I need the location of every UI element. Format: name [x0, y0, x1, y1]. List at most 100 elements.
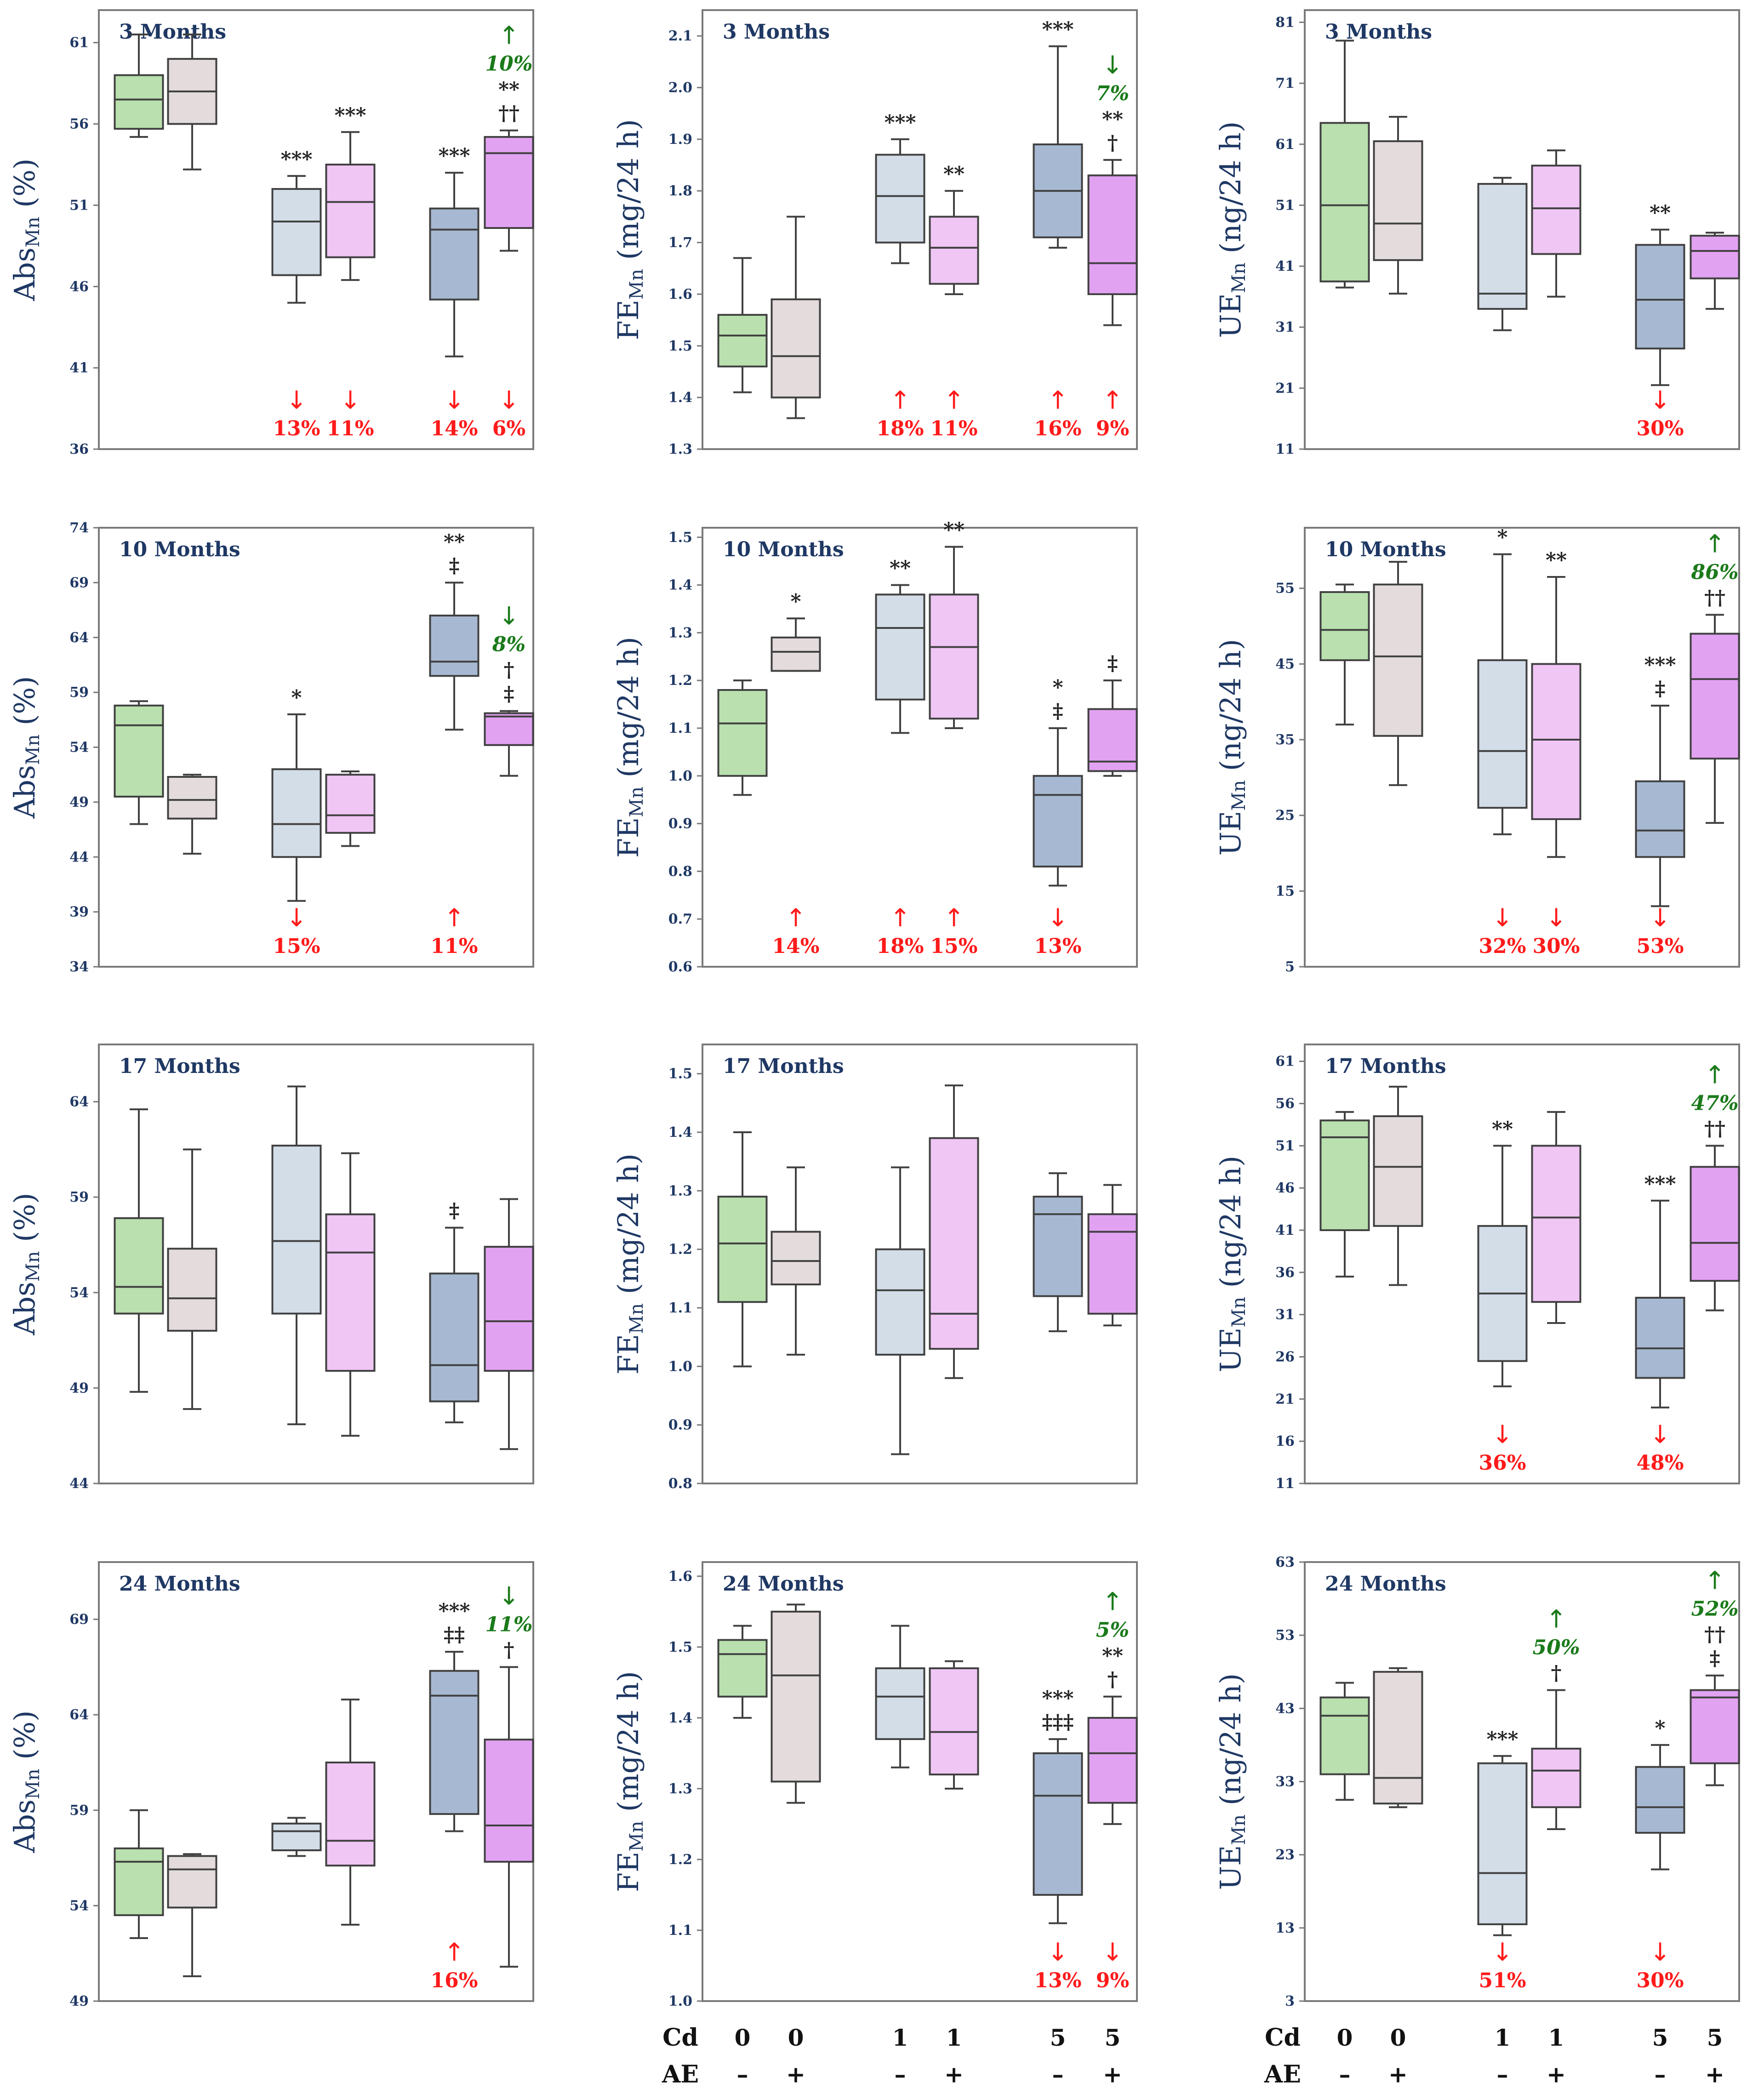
box-group-3: * ↓ 32%: [1477, 526, 1528, 958]
y-tick-label: 53: [1275, 1627, 1295, 1643]
y-tick-label: 1.5: [668, 338, 692, 354]
y-tick-label: 55: [1275, 581, 1295, 597]
box-group-3: [271, 1085, 322, 1426]
y-tick-label: 56: [1275, 1096, 1295, 1112]
box: [929, 1667, 979, 1776]
y-tick-label: 61: [69, 35, 89, 51]
significance-mark: ‡: [449, 554, 459, 577]
y-tick-label: 1.6: [668, 286, 692, 302]
y-tick-label: 1.2: [668, 673, 692, 689]
significance-mark: ‡: [449, 1199, 459, 1223]
box: [1087, 174, 1138, 295]
box-group-6: [484, 1198, 534, 1450]
y-tick-label: 39: [69, 904, 89, 920]
box: [1033, 1752, 1083, 1896]
box: [1319, 122, 1370, 283]
box-group-2: [771, 216, 821, 419]
box-group-4: [1531, 149, 1581, 298]
significance-mark: ***: [334, 103, 366, 127]
box: [484, 712, 534, 746]
box-group-3: *** ↓13%: [271, 148, 322, 440]
significance-mark: *: [1052, 676, 1063, 699]
y-axis-label-unit: (mg/24 h): [611, 1153, 645, 1303]
y-tick-label: 51: [69, 197, 89, 213]
x-ae-value: +: [944, 2061, 964, 2088]
green-percent: 8%: [492, 633, 525, 656]
green-arrow: ↑: [1546, 1605, 1566, 1634]
y-tick-label: 11: [1275, 1476, 1295, 1492]
x-ae-value: –: [737, 2061, 748, 2088]
box: [1319, 1696, 1370, 1775]
red-percent: 14%: [430, 417, 478, 440]
y-tick-label: 23: [1275, 1847, 1295, 1863]
red-percent: 11%: [930, 417, 977, 440]
x-ae-value: +: [1103, 2061, 1122, 2088]
box: [1373, 583, 1423, 737]
y-tick-label: 1.7: [668, 235, 692, 251]
significance-mark: ***: [1644, 653, 1676, 677]
box: [167, 776, 217, 820]
significance-mark: **: [1492, 1117, 1513, 1141]
box: [271, 1822, 322, 1851]
y-tick-label: 1.2: [668, 1852, 692, 1868]
red-arrow: ↑: [1047, 386, 1068, 415]
box-group-6: ‡† 8%↓: [484, 602, 534, 777]
box-group-5: *** ↑16%: [1033, 18, 1083, 440]
y-tick-label: 0.8: [668, 1476, 692, 1492]
green-arrow: ↑: [1704, 1060, 1725, 1089]
y-axis-label-unit: (ng/24 h): [1214, 1156, 1247, 1297]
y-axis-label-sub: Mn: [626, 787, 647, 817]
panel-title: 10 Months: [723, 538, 844, 561]
significance-mark: ‡‡‡: [1042, 1711, 1073, 1734]
box-group-3: *** ↑18%: [875, 111, 925, 440]
y-tick-label: 71: [1275, 75, 1295, 91]
box: [1531, 165, 1581, 255]
green-percent: 5%: [1096, 1619, 1129, 1642]
box-group-2: [1373, 561, 1423, 786]
panel-11: 24 Months 1.0 1.1 1.2 1.3 1.4 1.5 1.6 FEMn (mg/2…: [611, 1561, 1138, 2009]
y-tick-label: 1.0: [668, 1358, 692, 1375]
box-group-5: ‡: [429, 1199, 480, 1424]
box: [325, 774, 376, 834]
green-arrow: ↑: [1102, 1587, 1123, 1616]
x-cd-value: 1: [892, 2024, 908, 2051]
y-tick-label: 69: [69, 575, 89, 591]
red-percent: 13%: [273, 417, 320, 440]
box: [1087, 1717, 1138, 1804]
y-tick-label: 1.4: [668, 390, 692, 406]
y-tick-label: 1.9: [668, 131, 692, 148]
box-group-2: [1373, 1667, 1423, 1808]
box: [875, 154, 925, 244]
red-percent: 30%: [1532, 935, 1580, 958]
green-arrow: ↓: [498, 602, 519, 631]
red-percent: 30%: [1636, 417, 1684, 440]
green-percent: 11%: [485, 1613, 532, 1636]
box: [114, 1847, 164, 1916]
y-tick-label: 49: [69, 794, 89, 810]
box: [929, 216, 979, 285]
y-tick-label: 1.4: [668, 577, 692, 593]
box-group-6: ††**10%↑ ↓6%: [484, 21, 534, 440]
panel-12: 24 Months 3 13 23 33 43 53 63 UEMn (ng/24 h) *** ↓…: [1214, 1554, 1740, 2009]
box-group-5: ‡* ↓ 13%: [1033, 676, 1083, 958]
box: [1690, 1166, 1740, 1282]
box: [1477, 183, 1528, 310]
red-percent: 53%: [1636, 935, 1684, 958]
red-percent: 15%: [273, 935, 320, 958]
box: [1373, 140, 1423, 261]
box: [1373, 1115, 1423, 1227]
box: [771, 1610, 821, 1783]
x-ae-label-col3: AE: [1264, 2060, 1301, 2088]
y-tick-label: 0.9: [668, 816, 692, 832]
panel-title: 24 Months: [1325, 1572, 1446, 1596]
significance-mark: **: [943, 519, 965, 542]
box: [484, 136, 534, 229]
panel-title: 3 Months: [723, 20, 830, 44]
box-group-1: [717, 1131, 768, 1368]
y-tick-label: 1.3: [668, 1183, 692, 1199]
x-cd-value: 5: [1105, 2024, 1121, 2051]
box-group-3: [1477, 177, 1528, 331]
box: [271, 1145, 322, 1315]
green-arrow: ↓: [498, 1581, 519, 1610]
